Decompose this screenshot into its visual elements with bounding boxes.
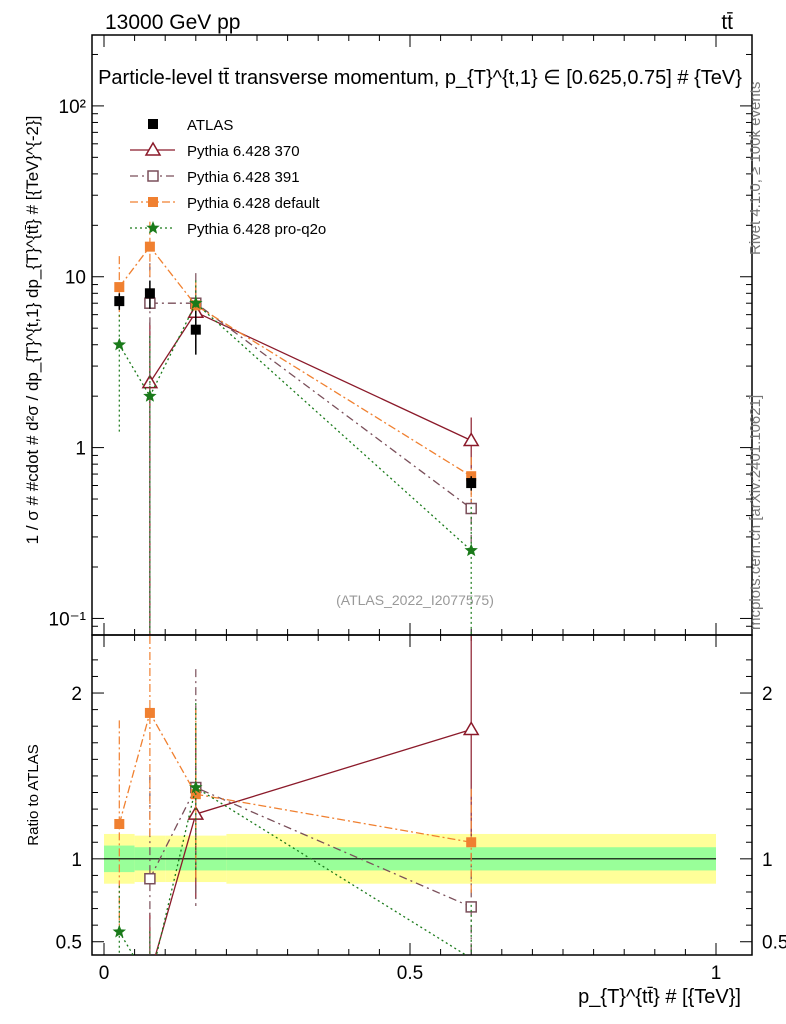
series-line [118, 302, 472, 551]
data-point [114, 296, 125, 307]
series-marker [144, 241, 155, 252]
legend-label: Pythia 6.428 391 [187, 169, 300, 186]
mcplots-label: mcplots.cern.ch [arXiv:2401.10621] [747, 395, 764, 630]
legend-marker [144, 141, 162, 156]
ratio-marker [144, 707, 155, 718]
series-marker [189, 296, 203, 309]
series-group [112, 280, 478, 635]
ratio-marker [465, 901, 477, 913]
ratio-y-tick-label: 2 [71, 684, 82, 705]
header-right: tt̄ [721, 11, 733, 34]
y-tick-label: 1 [75, 439, 86, 460]
ratio-y-tick-label-right: 2 [762, 684, 773, 705]
series-marker [462, 432, 480, 447]
ratio-series-group [112, 702, 472, 955]
series-marker [143, 389, 157, 402]
legend: ATLAS Pythia 6.428 370 Pythia 6.428 391 Pyt… [130, 117, 326, 238]
legend-label: Pythia 6.428 370 [187, 143, 300, 160]
ratio-line [118, 711, 472, 843]
series-marker [112, 337, 126, 351]
ratio-marker [144, 872, 156, 885]
y-axis-label: 1 / σ # #cdot # d²σ / dp_{T}^{t,1} dp_{T… [23, 116, 42, 545]
watermark: (ATLAS_2022_I2077575) [336, 592, 494, 608]
y-tick-label: 10² [59, 97, 86, 118]
x-tick-label: 0 [99, 963, 110, 984]
y-tick-label: 10⁻¹ [49, 609, 87, 630]
ratio-y-axis-label: Ratio to ATLAS [25, 744, 42, 845]
legend-marker [146, 221, 160, 234]
ratio-y-tick-label-right: 1 [762, 850, 773, 871]
ratio-marker [114, 819, 125, 830]
legend-marker [148, 119, 158, 129]
ratio-line [118, 786, 468, 955]
ratio-marker [462, 721, 480, 736]
main-panel: 10⁻¹ 1 10 10² [49, 34, 753, 955]
ratio-y-tick-label: 1 [71, 850, 82, 871]
x-tick-label: 1 [711, 963, 722, 984]
data-point [466, 478, 477, 489]
data-point [190, 324, 201, 335]
ratio-series-group [114, 636, 477, 928]
legend-label: Pythia 6.428 default [187, 195, 320, 212]
series-group [144, 263, 477, 635]
ratio-panel: 0 0.5 1 0.5 0.5 1 1 2 2 [56, 634, 786, 984]
data-point [144, 288, 155, 299]
series-line [149, 302, 472, 510]
ratio-marker [112, 924, 126, 938]
ratio-y-tick-label: 0.5 [56, 933, 82, 954]
y-tick-label: 10 [65, 268, 86, 289]
ratio-marker [189, 780, 203, 794]
ratio-frame [91, 634, 753, 956]
legend-label: ATLAS [187, 117, 233, 134]
ratio-marker [466, 837, 477, 848]
series-group [114, 221, 477, 503]
header-left: 13000 GeV pp [105, 11, 240, 34]
legend-marker [148, 197, 158, 207]
series-marker [114, 282, 125, 293]
x-axis-label: p_{T}^{tt̄} # [{TeV}] [578, 986, 741, 1008]
series-group [141, 287, 480, 635]
legend-label: Pythia 6.428 pro-q2o [187, 221, 326, 238]
x-tick-label: 0.5 [397, 963, 423, 984]
ratio-series-group [149, 636, 480, 955]
series-line [118, 245, 472, 477]
chart-title: Particle-level tt̄ transverse momentum, … [98, 67, 742, 89]
rivet-label: Rivet 4.1.0, ≥ 100k events [747, 82, 764, 255]
ratio-y-tick-label-right: 0.5 [762, 933, 786, 954]
series-marker [464, 543, 478, 557]
legend-marker [147, 170, 159, 182]
